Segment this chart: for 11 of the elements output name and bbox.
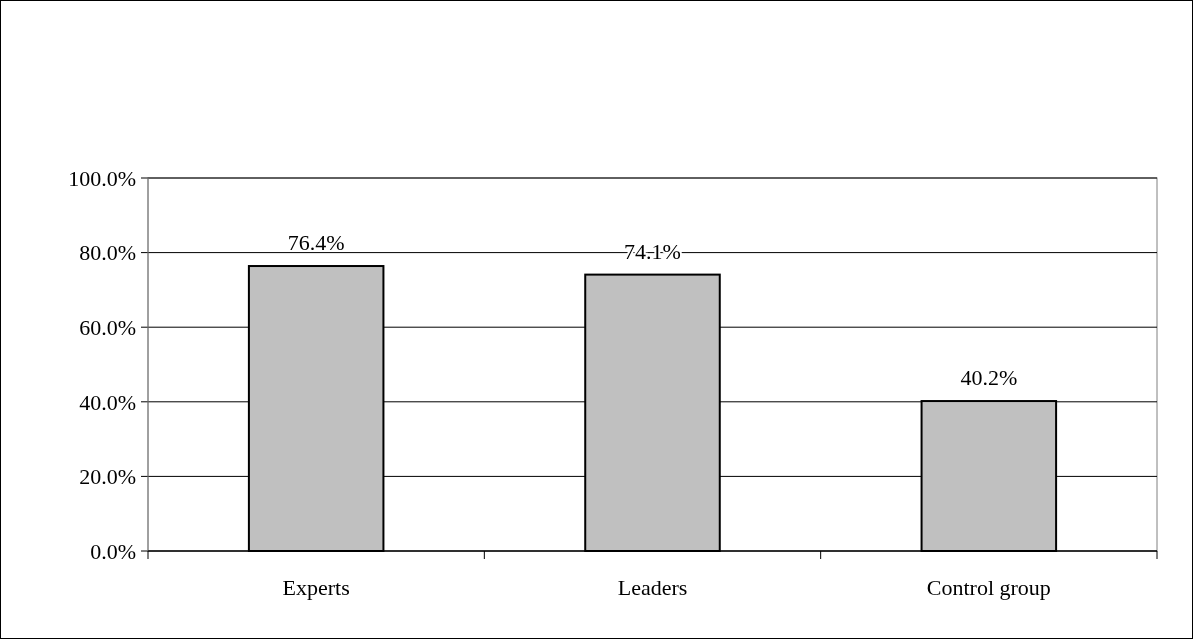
x-tick-label: Experts <box>282 575 350 600</box>
y-tick-label: 100.0% <box>68 165 136 191</box>
y-tick-label: 20.0% <box>79 464 136 490</box>
x-tick-label: Control group <box>926 575 1051 600</box>
x-tick-label: Leaders <box>617 575 688 600</box>
data-label: 40.2% <box>960 365 1018 391</box>
y-tick-label: 60.0% <box>79 314 136 340</box>
y-tick-label: 80.0% <box>79 240 136 266</box>
data-label: 76.4% <box>287 230 345 256</box>
y-tick-label: 40.0% <box>79 389 136 415</box>
y-tick-label: 0.0% <box>90 538 136 564</box>
